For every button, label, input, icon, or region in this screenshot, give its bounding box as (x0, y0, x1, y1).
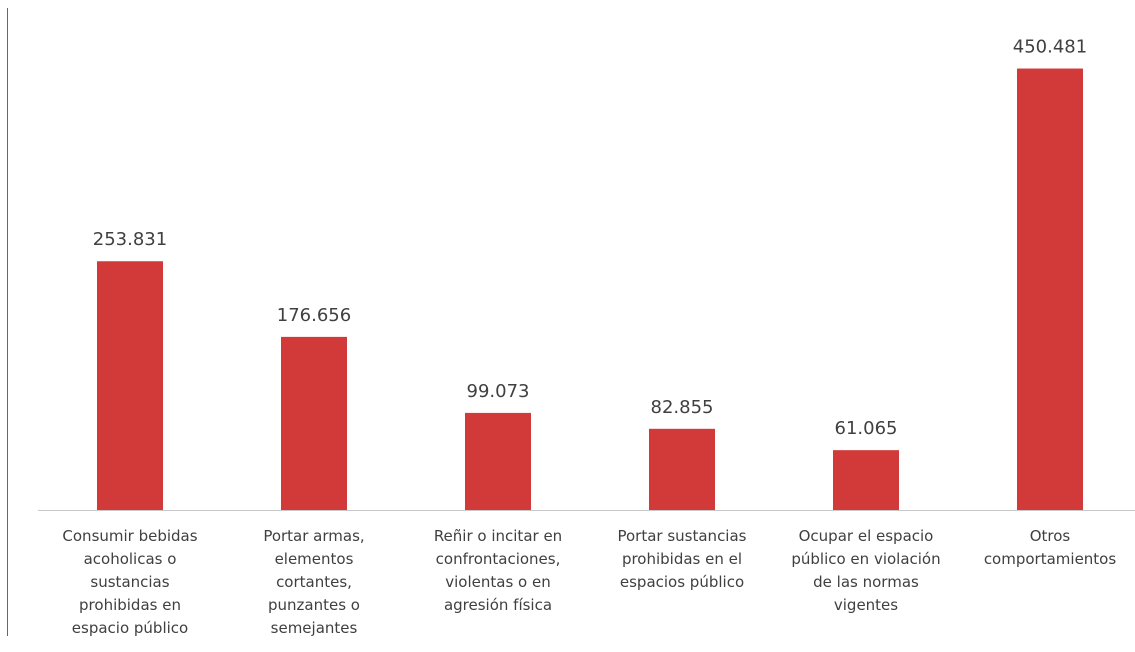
category-label-line: agresión física (444, 596, 552, 614)
left-border-line (7, 8, 8, 636)
value-label-4: 82.855 (651, 397, 714, 418)
bar-4 (649, 428, 715, 510)
category-label-3: Reñir o incitar en confrontaciones, violen… (434, 527, 562, 614)
bar-1 (97, 261, 163, 510)
value-label-2: 176.656 (277, 305, 351, 326)
category-label-line: vigentes (834, 596, 898, 614)
category-label-line: elementos (275, 550, 354, 568)
category-label-line: Reñir o incitar en (434, 527, 562, 545)
category-label-line: público en violación (791, 550, 940, 568)
category-label-1: Consumir bebidas acoholicas o sustancias pr… (62, 527, 197, 637)
category-label-line: cortantes, (276, 573, 352, 591)
category-label-line: semejantes (271, 619, 358, 637)
category-labels-group: Consumir bebidas acoholicas o sustancias pr… (62, 527, 1116, 637)
category-label-line: confrontaciones, (436, 550, 561, 568)
bars-group (97, 68, 1083, 510)
category-label-line: sustancias (90, 573, 169, 591)
category-label-line: espacio público (72, 619, 188, 637)
value-label-1: 253.831 (93, 229, 167, 250)
category-label-line: Ocupar el espacio (799, 527, 934, 545)
bar-3 (465, 412, 531, 510)
category-label-line: Portar armas, (263, 527, 364, 545)
category-label-line: Otros (1030, 527, 1071, 545)
bar-2 (281, 336, 347, 510)
value-label-3: 99.073 (467, 381, 530, 402)
bar-6 (1017, 68, 1083, 510)
category-label-2: Portar armas, elementos cortantes, punzante… (263, 527, 364, 637)
category-label-5: Ocupar el espacio público en violación de … (791, 527, 940, 614)
category-label-line: acoholicas o (84, 550, 177, 568)
value-labels-group: 253.831 176.656 99.073 82.855 61.065 450.481 (93, 37, 1087, 440)
value-label-5: 61.065 (835, 418, 898, 439)
category-label-line: espacios público (620, 573, 744, 591)
category-label-line: Consumir bebidas (62, 527, 197, 545)
category-label-line: violentas o en (445, 573, 550, 591)
bar-5 (833, 450, 899, 510)
category-label-line: prohibidas en el (622, 550, 742, 568)
category-label-6: Otros comportamientos (984, 527, 1117, 568)
category-label-line: comportamientos (984, 550, 1117, 568)
category-label-line: prohibidas en (79, 596, 181, 614)
value-label-6: 450.481 (1013, 37, 1087, 58)
category-label-line: de las normas (813, 573, 919, 591)
category-label-4: Portar sustancias prohibidas en el espacio… (617, 527, 746, 591)
category-label-line: Portar sustancias (617, 527, 746, 545)
category-label-line: punzantes o (268, 596, 360, 614)
